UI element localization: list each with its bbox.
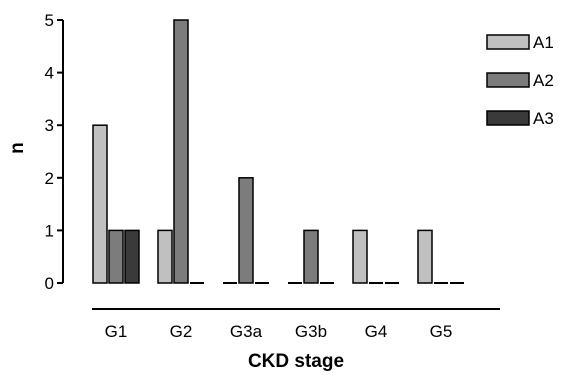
- y-tick-label: 2: [45, 169, 54, 188]
- x-tick-labels: G1 G2 G3a G3b G4 G5: [105, 322, 453, 341]
- y-tick-label: 1: [45, 221, 54, 240]
- bar-a1-g2: [157, 229, 173, 284]
- bar-a1-g4: [352, 229, 368, 284]
- x-tick-label: G3a: [230, 322, 263, 341]
- y-axis-title: n: [7, 142, 28, 154]
- y-tick-label: 5: [45, 11, 54, 30]
- x-tick-label: G2: [170, 322, 193, 341]
- bar-a2-g3b: [303, 229, 319, 284]
- bar-a1-g5: [417, 229, 433, 284]
- x-tick-label: G3b: [295, 322, 327, 341]
- y-tick-label: 3: [45, 116, 54, 135]
- bar-a2-g1: [108, 229, 124, 284]
- bar-a2-g2: [173, 19, 189, 284]
- bar-a3-g1: [124, 229, 140, 284]
- legend-swatch-a3: [486, 110, 530, 126]
- y-ticks: 0 1 2 3 4 5: [45, 11, 63, 293]
- x-tick-label: G5: [430, 322, 453, 341]
- legend-label-a1: A1: [533, 33, 554, 52]
- bar-a2-g3a: [238, 177, 254, 284]
- y-tick-label: 0: [45, 274, 54, 293]
- x-axis-title: CKD stage: [248, 351, 344, 372]
- legend-label-a3: A3: [533, 109, 554, 128]
- x-tick-label: G1: [105, 322, 128, 341]
- legend-swatch-a1: [486, 34, 530, 50]
- legend-swatch-a2: [486, 72, 530, 88]
- bar-a1-g1: [92, 124, 108, 284]
- bars-layer: [92, 19, 464, 284]
- legend-label-a2: A2: [533, 71, 554, 90]
- x-tick-label: G4: [365, 322, 388, 341]
- legend: A1 A2 A3: [486, 33, 554, 128]
- y-tick-label: 4: [45, 64, 54, 83]
